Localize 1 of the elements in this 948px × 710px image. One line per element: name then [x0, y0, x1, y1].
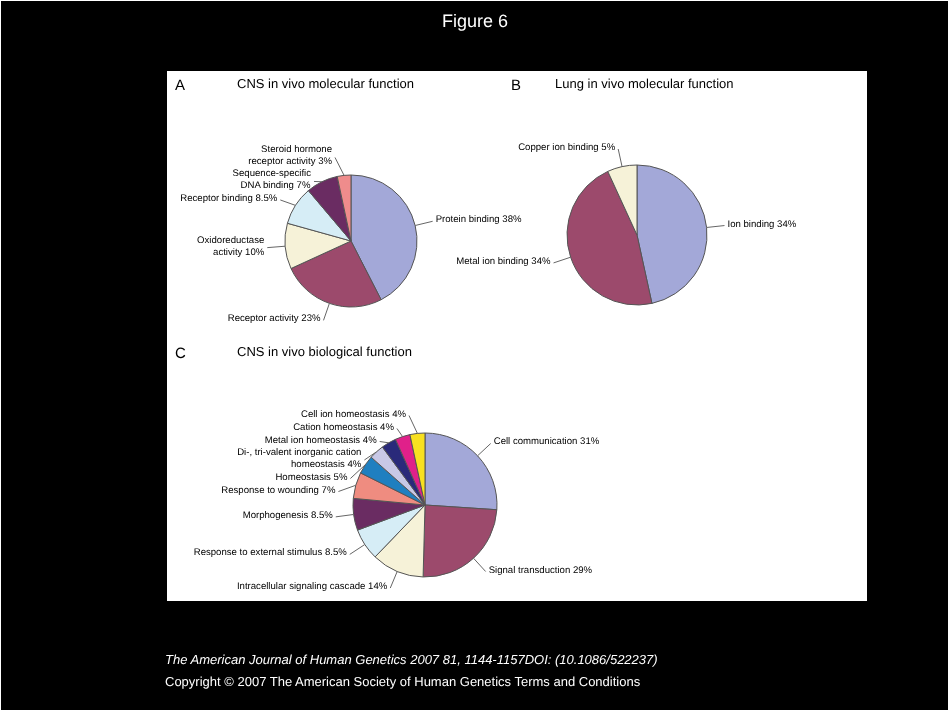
- caption: Figure 6: [441, 11, 509, 31]
